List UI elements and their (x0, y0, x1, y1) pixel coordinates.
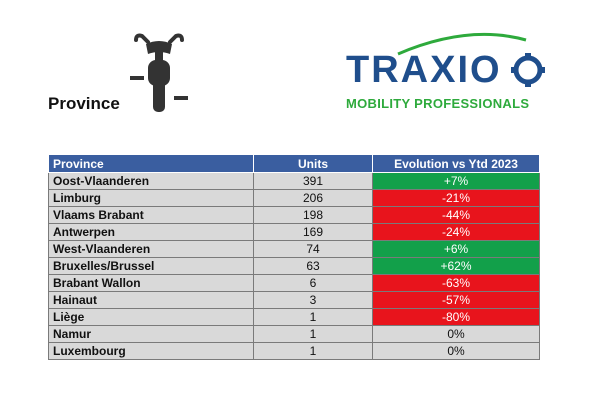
table-header-row: Province Units Evolution vs Ytd 2023 (48, 154, 540, 173)
province-cell: Liège (48, 308, 254, 326)
table-row: Vlaams Brabant 198 -44% (48, 206, 540, 224)
units-cell: 1 (253, 325, 373, 343)
evolution-cell: -80% (372, 308, 540, 326)
units-cell: 63 (253, 257, 373, 275)
units-cell: 169 (253, 223, 373, 241)
table-row: Luxembourg 1 0% (48, 342, 540, 360)
units-cell: 1 (253, 308, 373, 326)
province-cell: Oost-Vlaanderen (48, 172, 254, 190)
province-cell: Luxembourg (48, 342, 254, 360)
units-cell: 206 (253, 189, 373, 207)
header-evolution: Evolution vs Ytd 2023 (372, 154, 540, 173)
province-cell: West-Vlaanderen (48, 240, 254, 258)
header-units: Units (253, 154, 373, 173)
units-cell: 6 (253, 274, 373, 292)
evolution-cell: +62% (372, 257, 540, 275)
evolution-cell: 0% (372, 325, 540, 343)
province-cell: Bruxelles/Brussel (48, 257, 254, 275)
evolution-cell: -24% (372, 223, 540, 241)
page-title: Province (48, 94, 120, 113)
table-row: Hainaut 3 -57% (48, 291, 540, 309)
province-cell: Namur (48, 325, 254, 343)
units-cell: 391 (253, 172, 373, 190)
province-cell: Brabant Wallon (48, 274, 254, 292)
province-cell: Antwerpen (48, 223, 254, 241)
traxio-logo: TRAXIO MOBILITY PROFESSIONALS (338, 30, 548, 114)
evolution-cell: -63% (372, 274, 540, 292)
units-cell: 74 (253, 240, 373, 258)
units-cell: 198 (253, 206, 373, 224)
table-row: Brabant Wallon 6 -63% (48, 274, 540, 292)
table-row: Liège 1 -80% (48, 308, 540, 326)
moped-front-icon (130, 33, 188, 112)
evolution-cell: -57% (372, 291, 540, 309)
province-table: Province Units Evolution vs Ytd 2023 Oos… (48, 154, 540, 360)
table-row: Namur 1 0% (48, 325, 540, 343)
units-cell: 1 (253, 342, 373, 360)
evolution-cell: -44% (372, 206, 540, 224)
evolution-cell: -21% (372, 189, 540, 207)
province-cell: Hainaut (48, 291, 254, 309)
province-cell: Vlaams Brabant (48, 206, 254, 224)
logo-tagline: MOBILITY PROFESSIONALS (346, 96, 530, 111)
evolution-cell: +6% (372, 240, 540, 258)
province-cell: Limburg (48, 189, 254, 207)
table-row: Antwerpen 169 -24% (48, 223, 540, 241)
evolution-cell: +7% (372, 172, 540, 190)
header-province: Province (48, 154, 254, 173)
table-row: Limburg 206 -21% (48, 189, 540, 207)
logo-wordmark: TRAXIO (346, 49, 502, 91)
table-row: Oost-Vlaanderen 391 +7% (48, 172, 540, 190)
evolution-cell: 0% (372, 342, 540, 360)
table-row: Bruxelles/Brussel 63 +62% (48, 257, 540, 275)
table-row: West-Vlaanderen 74 +6% (48, 240, 540, 258)
table-body: Oost-Vlaanderen 391 +7% Limburg 206 -21% Vlaam… (48, 172, 540, 360)
units-cell: 3 (253, 291, 373, 309)
